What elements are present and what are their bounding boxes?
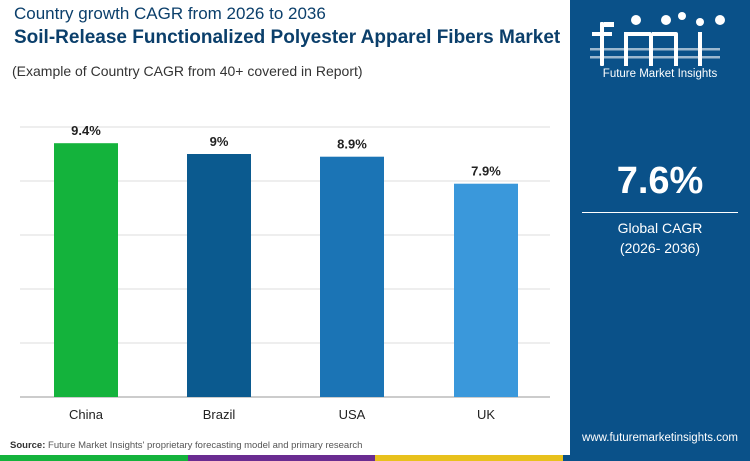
stripe-segment-purple	[187, 455, 375, 461]
chart-subtitle: (Example of Country CAGR from 40+ covere…	[12, 63, 363, 79]
bars	[54, 143, 518, 397]
logo-tagline: Future Market Insights	[602, 68, 718, 80]
divider-line	[582, 212, 738, 213]
stripe-segment-green	[0, 455, 188, 461]
bar-usa	[320, 156, 384, 397]
global-cagr-period: (2026- 2036)	[619, 240, 701, 256]
bar-brazil	[187, 154, 251, 397]
source-note: Source: Future Market Insights' propriet…	[10, 440, 362, 451]
chart-supertitle: Country growth CAGR from 2026 to 2036	[14, 4, 326, 23]
value-label-china: 9.4%	[71, 123, 101, 138]
fmi-logo	[590, 12, 725, 66]
bar-uk	[454, 183, 518, 397]
global-cagr-value: 7.6%	[616, 160, 704, 202]
source-text: Future Market Insights' proprietary fore…	[48, 440, 363, 451]
category-labels: China Brazil USA UK	[69, 407, 495, 422]
bar-chart: 9.4% 9% 8.9% 7.9% China Brazil USA UK	[20, 123, 550, 422]
category-label-china: China	[69, 407, 104, 422]
side-panel: Future Market Insights 7.6% Global CAGR …	[570, 0, 750, 455]
value-label-usa: 8.9%	[337, 137, 367, 152]
category-label-brazil: Brazil	[203, 407, 236, 422]
global-cagr-label: Global CAGR (2026- 2036)	[570, 218, 750, 258]
source-label: Source:	[10, 440, 46, 451]
global-cagr-title: Global CAGR	[617, 220, 703, 236]
value-labels: 9.4% 9% 8.9% 7.9%	[71, 123, 501, 179]
value-label-brazil: 9%	[210, 134, 229, 149]
bottom-stripe	[0, 455, 750, 461]
bar-china	[54, 143, 118, 397]
stripe-segment-yellow	[375, 455, 563, 461]
category-label-uk: UK	[477, 407, 495, 422]
category-label-usa: USA	[339, 407, 366, 422]
stripe-segment-blue	[562, 455, 750, 461]
value-label-uk: 7.9%	[471, 164, 501, 179]
website-link[interactable]: www.futuremarketinsights.com	[582, 432, 738, 444]
chart-title: Soil-Release Functionalized Polyester Ap…	[14, 27, 561, 48]
